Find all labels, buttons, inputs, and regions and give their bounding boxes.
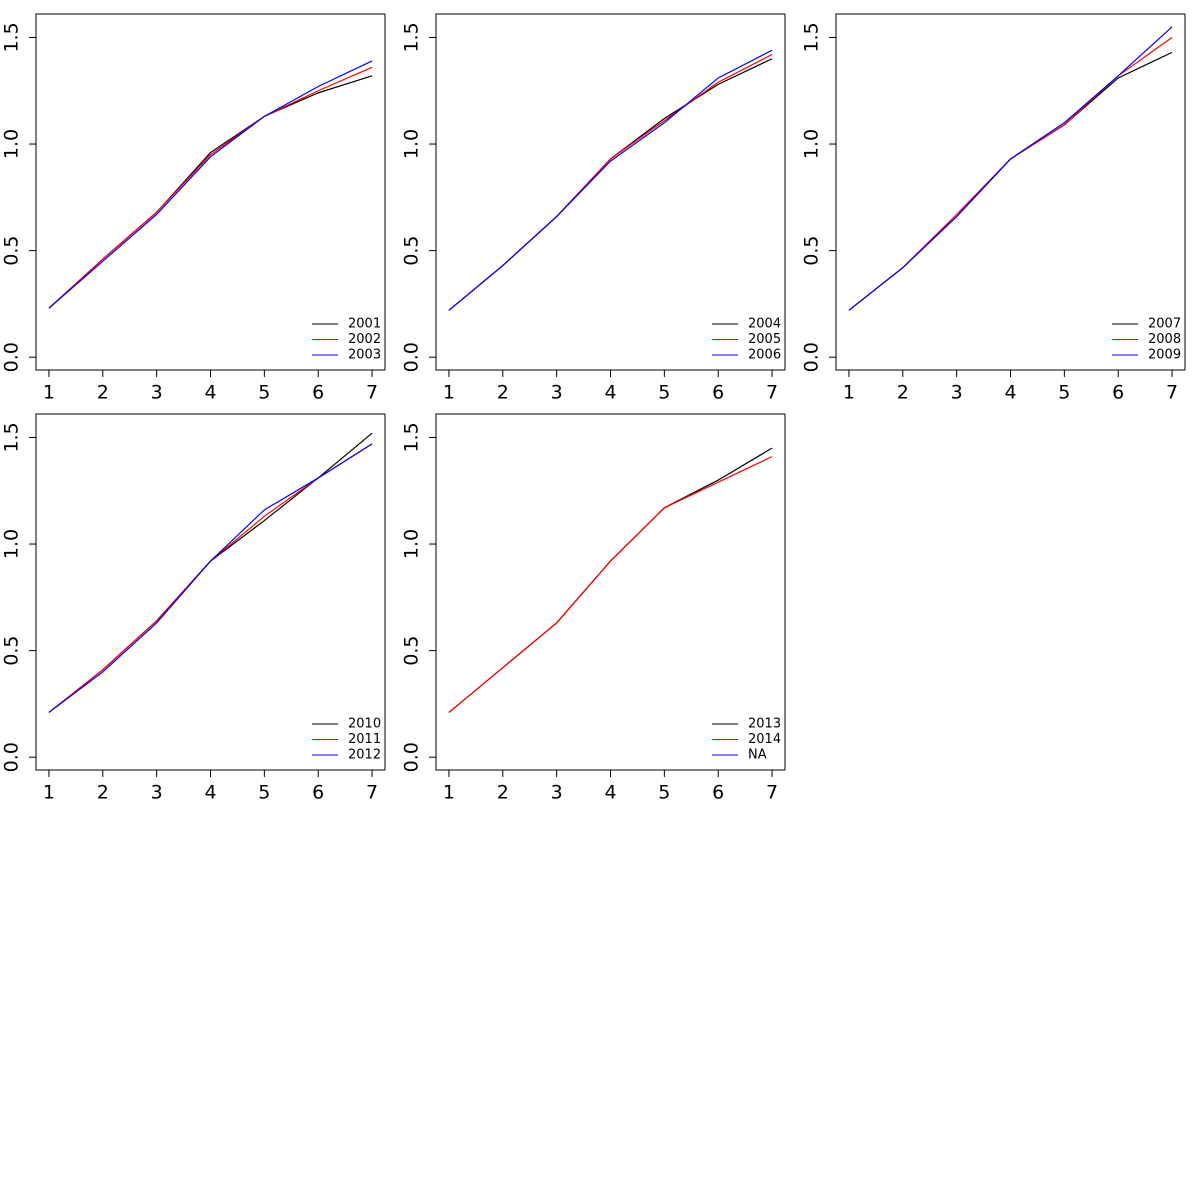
x-tick-label: 1 bbox=[843, 382, 855, 404]
legend-label: 2005 bbox=[748, 332, 781, 347]
legend-label: 2009 bbox=[1148, 348, 1181, 363]
series-line bbox=[448, 49, 773, 311]
y-tick-label: 0.0 bbox=[401, 742, 423, 772]
legend-label: 2012 bbox=[348, 748, 381, 763]
y-tick-label: 0.5 bbox=[401, 636, 423, 666]
x-tick-label: 2 bbox=[97, 382, 109, 404]
y-tick-label: 0.5 bbox=[801, 236, 823, 266]
y-tick-label: 1.5 bbox=[401, 422, 423, 452]
x-tick-label: 7 bbox=[366, 382, 378, 404]
x-tick-label: 6 bbox=[312, 382, 324, 404]
x-tick-label: 3 bbox=[551, 382, 563, 404]
x-tick-label: 1 bbox=[43, 782, 55, 804]
x-tick-label: 3 bbox=[951, 382, 963, 404]
legend-label: 2007 bbox=[1148, 317, 1181, 332]
y-tick-label: 0.5 bbox=[401, 236, 423, 266]
series-line bbox=[48, 66, 373, 309]
x-tick-label: 7 bbox=[1166, 382, 1178, 404]
plot-box bbox=[835, 13, 1186, 371]
series-line bbox=[448, 53, 773, 311]
x-tick-label: 4 bbox=[204, 382, 216, 404]
y-tick-label: 1.5 bbox=[1, 422, 23, 452]
plot-box bbox=[35, 13, 386, 371]
x-tick-label: 2 bbox=[897, 382, 909, 404]
legend-label: 2004 bbox=[748, 317, 781, 332]
x-tick-label: 5 bbox=[258, 382, 270, 404]
x-tick-label: 2 bbox=[97, 782, 109, 804]
y-tick-label: 0.0 bbox=[1, 742, 23, 772]
y-tick-label: 1.0 bbox=[1, 129, 23, 159]
series-line bbox=[48, 443, 373, 713]
y-tick-label: 0.0 bbox=[801, 342, 823, 372]
y-tick-label: 0.5 bbox=[1, 636, 23, 666]
x-tick-label: 4 bbox=[1004, 382, 1016, 404]
x-tick-label: 3 bbox=[551, 782, 563, 804]
y-tick-label: 1.0 bbox=[801, 129, 823, 159]
series-line bbox=[848, 36, 1173, 311]
x-tick-label: 6 bbox=[712, 782, 724, 804]
y-tick-label: 0.5 bbox=[1, 236, 23, 266]
x-tick-label: 3 bbox=[151, 782, 163, 804]
series-line bbox=[48, 443, 373, 713]
legend-label: 2008 bbox=[1148, 332, 1181, 347]
y-tick-label: 1.0 bbox=[401, 129, 423, 159]
y-tick-label: 1.5 bbox=[801, 22, 823, 52]
x-tick-label: 5 bbox=[658, 382, 670, 404]
x-tick-label: 2 bbox=[497, 382, 509, 404]
x-tick-label: 1 bbox=[443, 382, 455, 404]
x-tick-label: 2 bbox=[497, 782, 509, 804]
x-tick-label: 1 bbox=[43, 382, 55, 404]
y-tick-label: 1.5 bbox=[401, 22, 423, 52]
series-line bbox=[48, 60, 373, 309]
series-line bbox=[48, 75, 373, 309]
legend-label: NA bbox=[748, 748, 767, 763]
legend-label: 2001 bbox=[348, 317, 381, 332]
x-tick-label: 4 bbox=[604, 382, 616, 404]
series-line bbox=[448, 58, 773, 311]
legend-label: 2010 bbox=[348, 717, 381, 732]
plot-box bbox=[435, 13, 786, 371]
x-tick-label: 6 bbox=[712, 382, 724, 404]
x-tick-label: 7 bbox=[766, 382, 778, 404]
x-tick-label: 5 bbox=[1058, 382, 1070, 404]
legend-label: 2002 bbox=[348, 332, 381, 347]
x-tick-label: 7 bbox=[366, 782, 378, 804]
plot-box bbox=[35, 413, 386, 771]
series-line bbox=[848, 26, 1173, 311]
plot-box bbox=[435, 413, 786, 771]
y-tick-label: 1.5 bbox=[1, 22, 23, 52]
y-tick-label: 1.0 bbox=[1, 529, 23, 559]
x-tick-label: 5 bbox=[258, 782, 270, 804]
y-tick-label: 0.0 bbox=[1, 342, 23, 372]
series-line bbox=[448, 456, 773, 713]
x-tick-label: 3 bbox=[151, 382, 163, 404]
legend-label: 2014 bbox=[748, 732, 781, 747]
x-tick-label: 6 bbox=[312, 782, 324, 804]
legend-label: 2013 bbox=[748, 717, 781, 732]
x-tick-label: 7 bbox=[766, 782, 778, 804]
y-tick-label: 0.0 bbox=[401, 342, 423, 372]
x-tick-label: 1 bbox=[443, 782, 455, 804]
x-tick-label: 4 bbox=[204, 782, 216, 804]
x-tick-label: 6 bbox=[1112, 382, 1124, 404]
y-tick-label: 1.0 bbox=[401, 529, 423, 559]
x-tick-label: 4 bbox=[604, 782, 616, 804]
legend-label: 2006 bbox=[748, 348, 781, 363]
legend-label: 2003 bbox=[348, 348, 381, 363]
legend-label: 2011 bbox=[348, 732, 381, 747]
x-tick-label: 5 bbox=[658, 782, 670, 804]
